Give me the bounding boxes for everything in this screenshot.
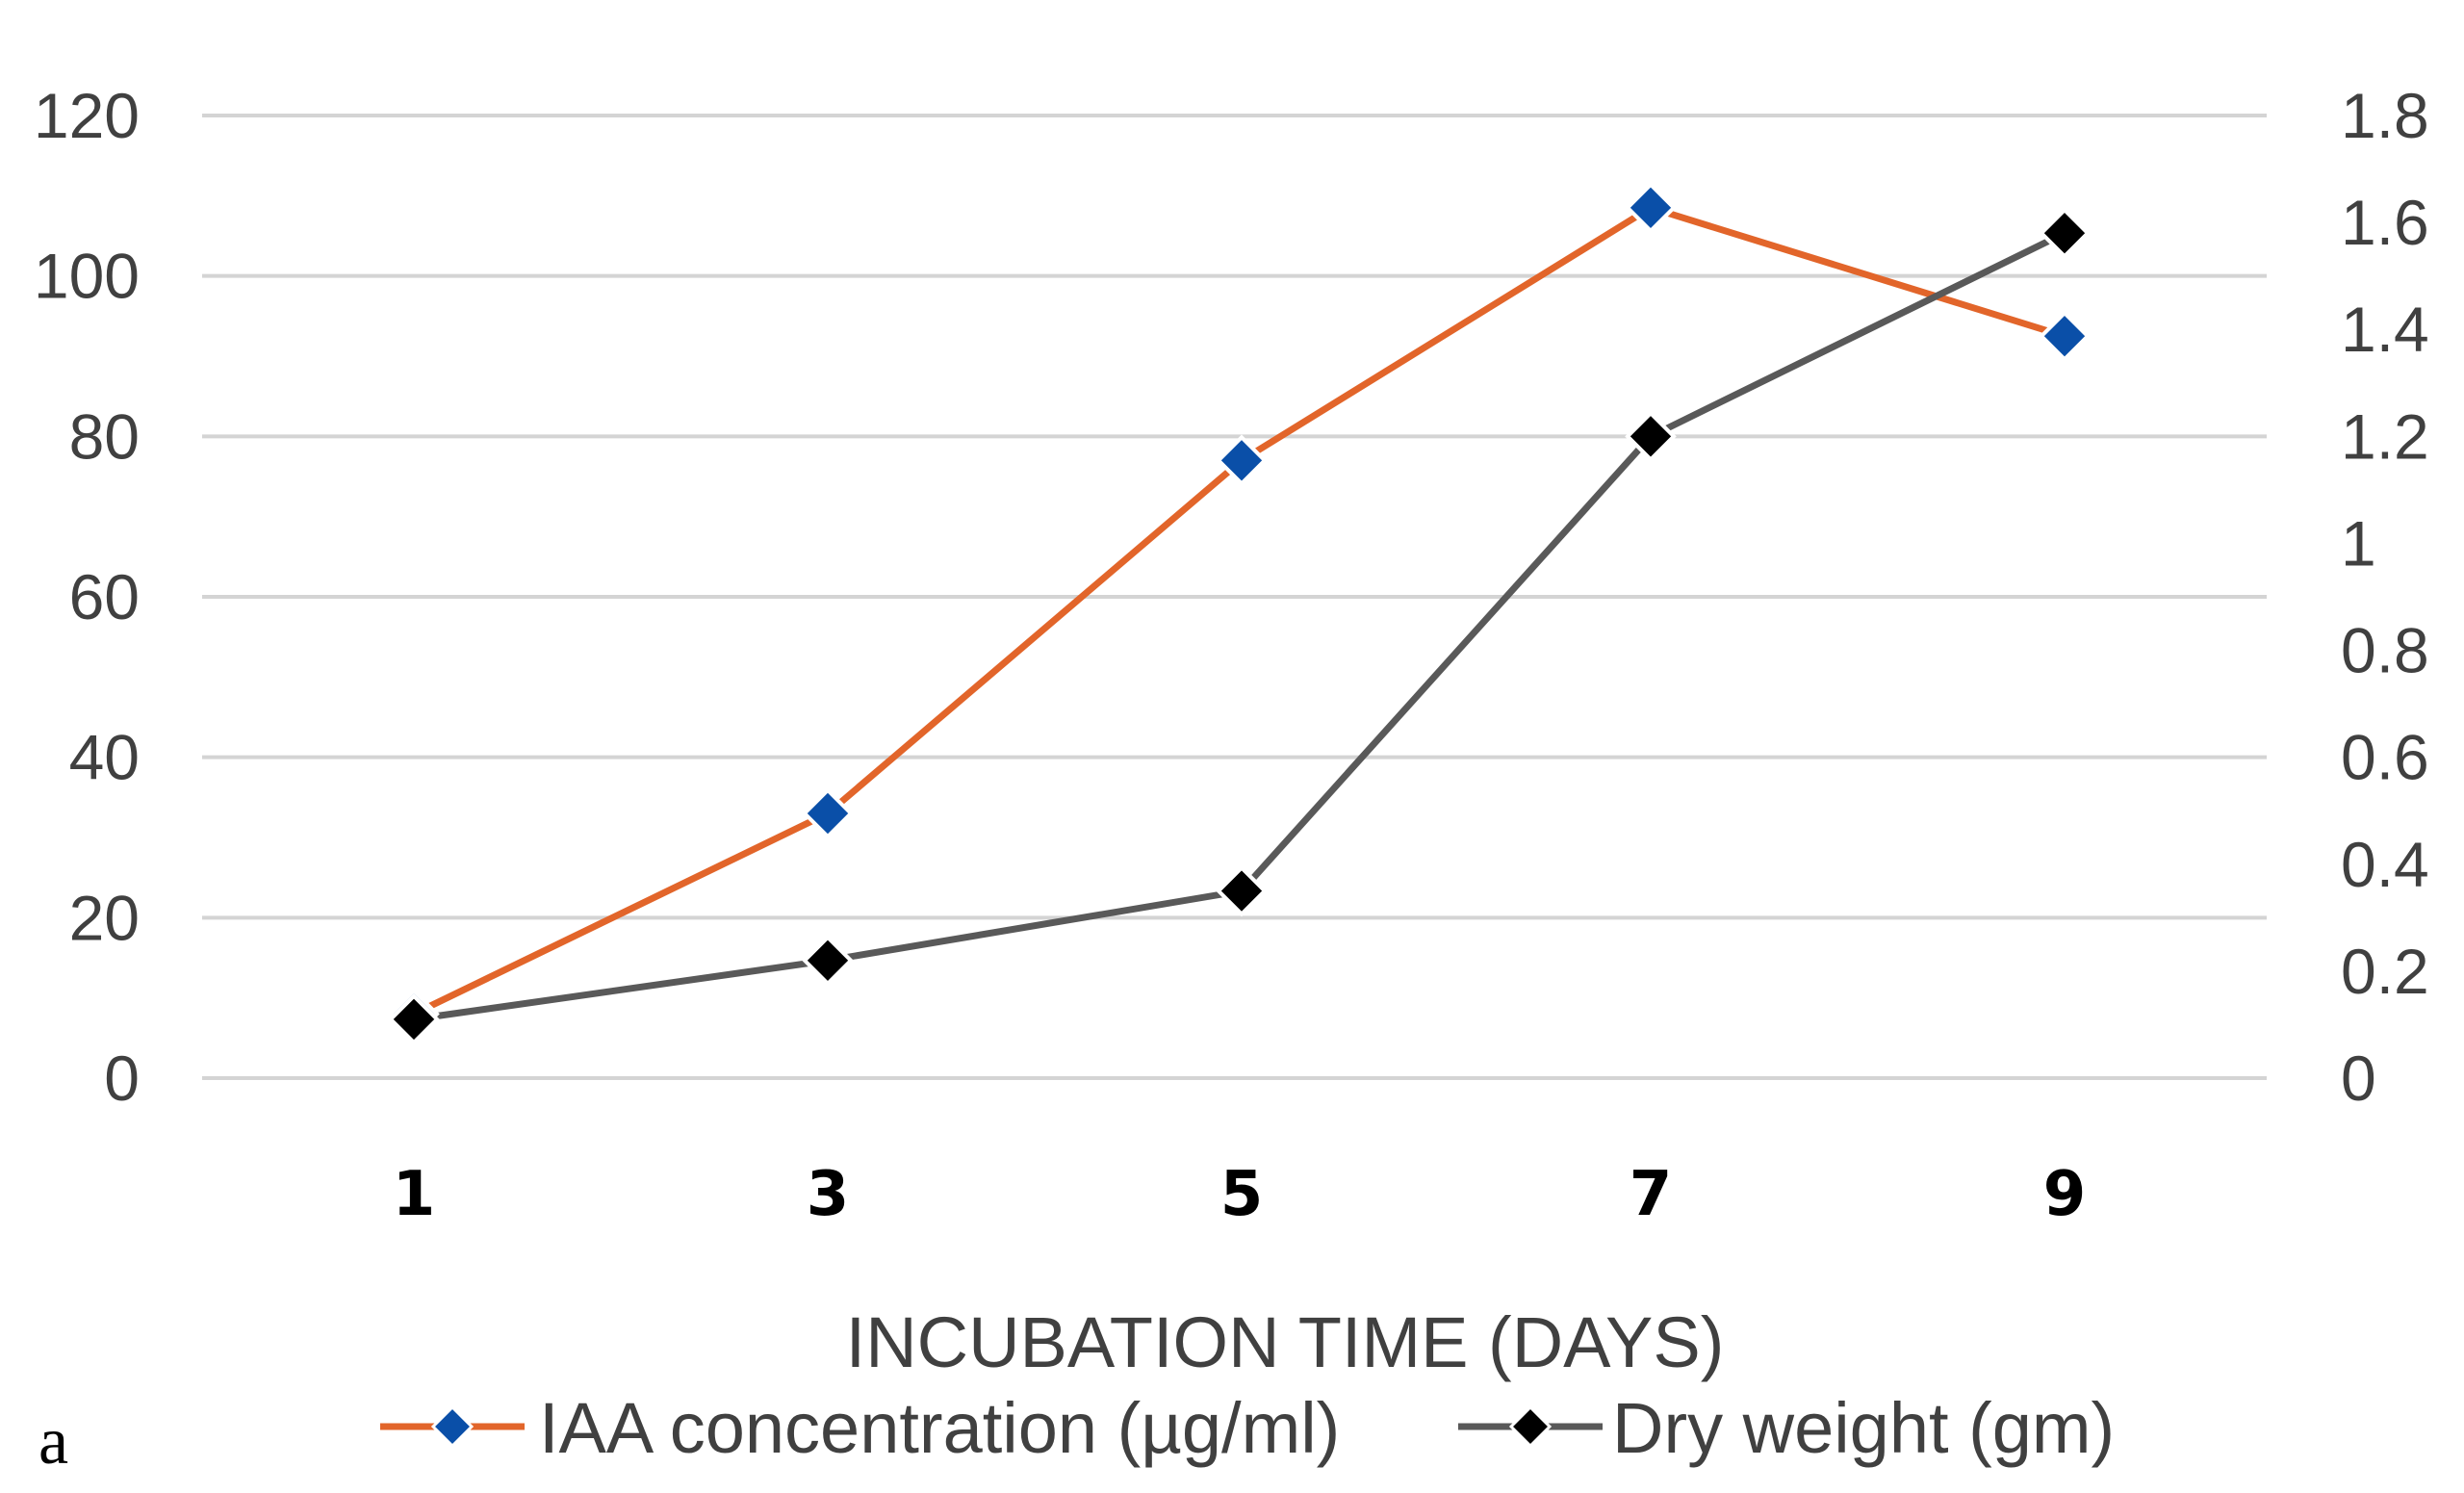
x-axis: 1 3 5 7 9 xyxy=(393,1159,2087,1230)
y-right-tick-label: 0.6 xyxy=(2341,722,2429,793)
x-tick-label: 1 xyxy=(393,1159,436,1230)
y-left-tick-label: 80 xyxy=(69,400,140,472)
data-point xyxy=(1625,182,1677,234)
y-left-tick-label: 100 xyxy=(34,241,140,312)
y-left-tick-label: 60 xyxy=(69,561,140,632)
x-tick-label: 7 xyxy=(1630,1159,1673,1230)
legend: IAA concentration (µg/ml) Dry weight (gm) xyxy=(380,1388,2115,1468)
y-right-tick-label: 1.2 xyxy=(2341,400,2429,472)
legend-label: Dry weight (gm) xyxy=(1612,1388,2115,1468)
y-right-tick-label: 0.2 xyxy=(2341,936,2429,1007)
data-point xyxy=(388,993,440,1045)
y-left-tick-label: 20 xyxy=(69,882,140,953)
legend-marker xyxy=(430,1404,475,1449)
y-right-tick-label: 1 xyxy=(2341,507,2376,579)
data-point xyxy=(802,934,854,987)
legend-marker xyxy=(1508,1404,1553,1449)
y-left-tick-label: 0 xyxy=(104,1043,140,1114)
x-tick-label: 3 xyxy=(807,1159,850,1230)
x-tick-label: 5 xyxy=(1220,1159,1264,1230)
x-axis-label: INCUBATION TIME (DAYS) xyxy=(846,1302,1725,1382)
data-point xyxy=(802,787,854,839)
data-point xyxy=(1216,864,1268,917)
x-tick-label: 9 xyxy=(2043,1159,2087,1230)
y-right-tick-label: 0.8 xyxy=(2341,615,2429,686)
data-point xyxy=(1625,410,1677,463)
y-right-tick-label: 1.8 xyxy=(2341,80,2429,151)
left-y-axis: 0 20 40 60 80 100 120 xyxy=(34,80,140,1114)
legend-label: IAA concentration (µg/ml) xyxy=(539,1388,1340,1468)
y-left-tick-label: 40 xyxy=(69,722,140,793)
data-point xyxy=(1216,434,1268,487)
gridlines xyxy=(202,114,2267,1080)
y-right-tick-label: 0.4 xyxy=(2341,829,2429,900)
right-y-axis: 0 0.2 0.4 0.6 0.8 1 1.2 1.4 1.6 1.8 xyxy=(2341,80,2429,1114)
y-left-tick-label: 120 xyxy=(34,80,140,151)
y-right-tick-label: 0 xyxy=(2341,1043,2376,1114)
series-markers xyxy=(388,182,2091,1045)
y-right-tick-label: 1.6 xyxy=(2341,187,2429,258)
data-point xyxy=(2039,207,2091,260)
y-right-tick-label: 1.4 xyxy=(2341,294,2429,365)
data-point xyxy=(2039,310,2091,362)
panel-label: a xyxy=(38,1404,68,1479)
